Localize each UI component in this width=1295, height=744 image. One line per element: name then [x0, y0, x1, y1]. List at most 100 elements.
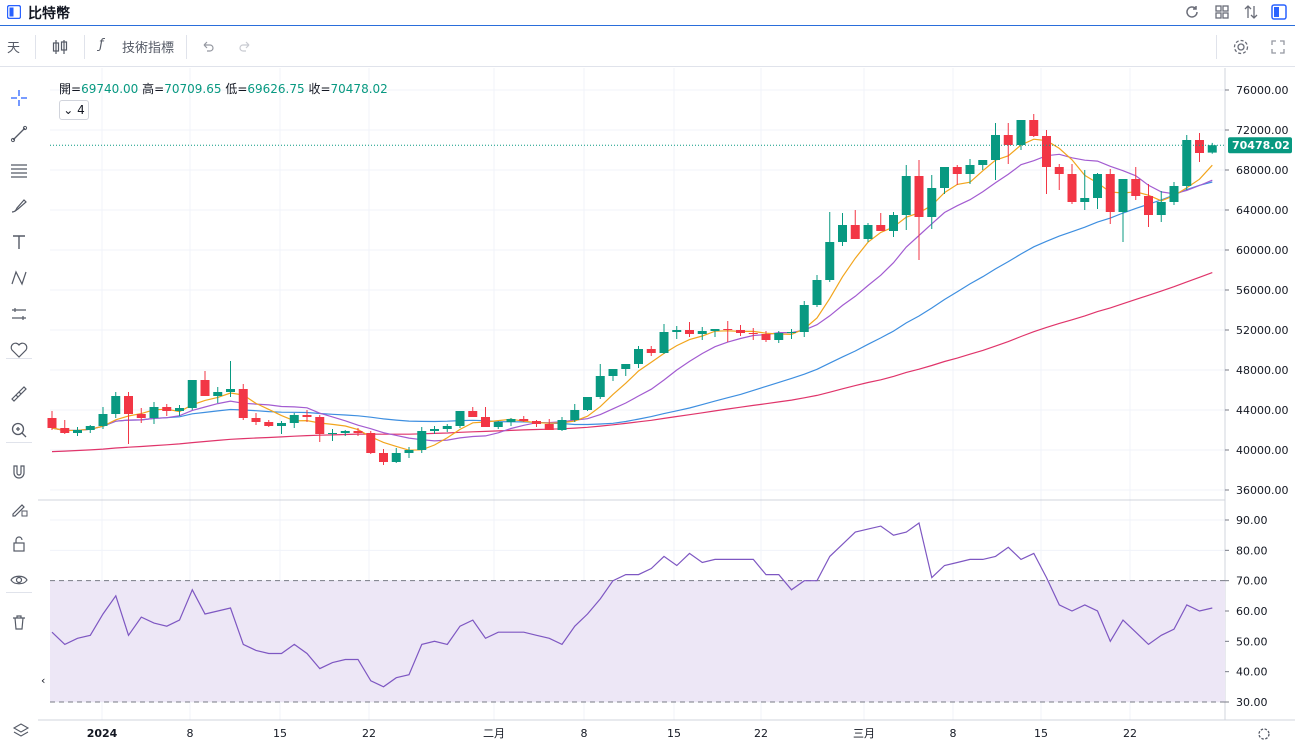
interval-button[interactable]: 天	[7, 41, 21, 56]
refresh-icon[interactable]	[1184, 4, 1200, 20]
toolbar-divider	[84, 35, 85, 59]
candle-body	[927, 188, 937, 217]
undo-icon[interactable]	[200, 39, 216, 55]
text-icon[interactable]	[9, 232, 29, 252]
zoom-icon[interactable]	[9, 420, 29, 440]
time-tick-label: 8	[187, 727, 194, 740]
redo-icon[interactable]	[237, 39, 253, 55]
collapse-arrow-icon[interactable]: ‹	[41, 674, 45, 687]
candle-body	[646, 349, 656, 353]
indicator-toggle[interactable]: ⌄ 4	[59, 100, 89, 120]
candle-body	[940, 167, 949, 188]
magnet-icon[interactable]	[9, 462, 29, 482]
price-tick-label: 68000.00	[1236, 164, 1289, 177]
unlock-icon[interactable]	[9, 534, 29, 554]
candle-body	[328, 433, 337, 434]
price-tick-label: 52000.00	[1236, 324, 1289, 337]
candle-body	[417, 431, 427, 450]
candle-body	[1131, 179, 1141, 196]
candle-body	[850, 225, 860, 239]
candle-body	[340, 431, 350, 433]
ruler-icon[interactable]	[9, 384, 29, 404]
ma-line-60	[51, 272, 1213, 453]
candle-body	[226, 389, 235, 392]
trendline-icon[interactable]	[9, 124, 29, 144]
lock-draw-icon[interactable]	[9, 498, 29, 518]
candle-body	[506, 419, 516, 422]
candle-body	[1118, 179, 1128, 212]
last-price-label: 70478.02	[1232, 139, 1290, 152]
eye-icon[interactable]	[9, 570, 29, 590]
candle-body	[595, 376, 605, 397]
ma-line-10	[51, 153, 1213, 442]
candle-body	[1093, 174, 1102, 198]
candle-body	[1054, 167, 1064, 174]
high-label: 高=	[142, 82, 165, 96]
candle-body	[1067, 174, 1077, 202]
candle-body	[1156, 202, 1166, 215]
layers-icon[interactable]	[12, 723, 30, 737]
price-tick-label: 60000.00	[1236, 244, 1289, 257]
toolbar-divider	[1216, 35, 1217, 59]
fullscreen-icon[interactable]	[1270, 39, 1286, 55]
candle-body	[264, 422, 274, 426]
candle-body	[1003, 135, 1013, 145]
toolbar-divider	[6, 592, 32, 593]
crosshair-icon[interactable]	[9, 88, 29, 108]
candle-body	[570, 410, 580, 420]
candle-body	[774, 333, 784, 340]
candle-body	[124, 396, 133, 414]
pattern-icon[interactable]	[9, 268, 29, 288]
drawing-toolbar	[0, 68, 38, 744]
title-bar: 比特幣	[0, 0, 1295, 26]
candle-body	[149, 407, 159, 418]
heart-icon[interactable]	[9, 340, 29, 360]
candle-style-icon[interactable]	[50, 37, 70, 57]
candle-body	[1207, 145, 1217, 153]
chart-toolbar: 天 ƒ 技術指標	[0, 27, 1295, 67]
candle-body	[659, 332, 669, 353]
sort-arrows-icon[interactable]	[1243, 4, 1259, 20]
rsi-tick-label: 30.00	[1236, 696, 1268, 709]
candle-body	[952, 167, 962, 174]
rsi-tick-label: 90.00	[1236, 514, 1268, 527]
candle-body	[404, 450, 414, 453]
candle-body	[697, 331, 707, 334]
fib-icon[interactable]	[9, 160, 29, 180]
candle-body	[1016, 120, 1026, 145]
candle-body	[672, 330, 682, 332]
candle-body	[289, 415, 299, 423]
candle-body	[914, 176, 924, 217]
candle-body	[391, 453, 401, 462]
fx-icon[interactable]: ƒ	[99, 37, 104, 52]
indicators-button[interactable]: 技術指標	[122, 41, 175, 56]
candle-body	[200, 380, 210, 396]
candle-body	[47, 418, 57, 428]
low-label: 低=	[225, 82, 248, 96]
candle-body	[1105, 174, 1115, 212]
last-price-badge	[1228, 137, 1292, 154]
toolbar-divider	[35, 35, 36, 59]
rsi-tick-label: 60.00	[1236, 605, 1268, 618]
candle-body	[302, 415, 312, 417]
settings-gear-icon[interactable]	[1232, 38, 1250, 56]
candle-body	[187, 380, 197, 408]
candle-body	[136, 414, 146, 418]
trash-icon[interactable]	[9, 612, 29, 632]
candle-body	[493, 422, 503, 427]
candle-body	[736, 330, 745, 333]
axis-settings-icon[interactable]	[1258, 728, 1270, 740]
toolbar-divider	[6, 358, 32, 359]
high-value: 70709.65	[164, 82, 222, 96]
layout-grid-icon[interactable]	[1214, 4, 1230, 20]
time-tick-label: 22	[754, 727, 768, 740]
candle-body	[965, 165, 975, 174]
candle-body	[825, 242, 835, 280]
candle-body	[889, 215, 898, 231]
price-tick-label: 48000.00	[1236, 364, 1289, 377]
forecast-icon[interactable]	[9, 304, 29, 324]
panel-toggle-icon[interactable]	[1271, 4, 1287, 20]
brush-icon[interactable]	[9, 196, 29, 216]
close-value: 70478.02	[330, 82, 388, 96]
